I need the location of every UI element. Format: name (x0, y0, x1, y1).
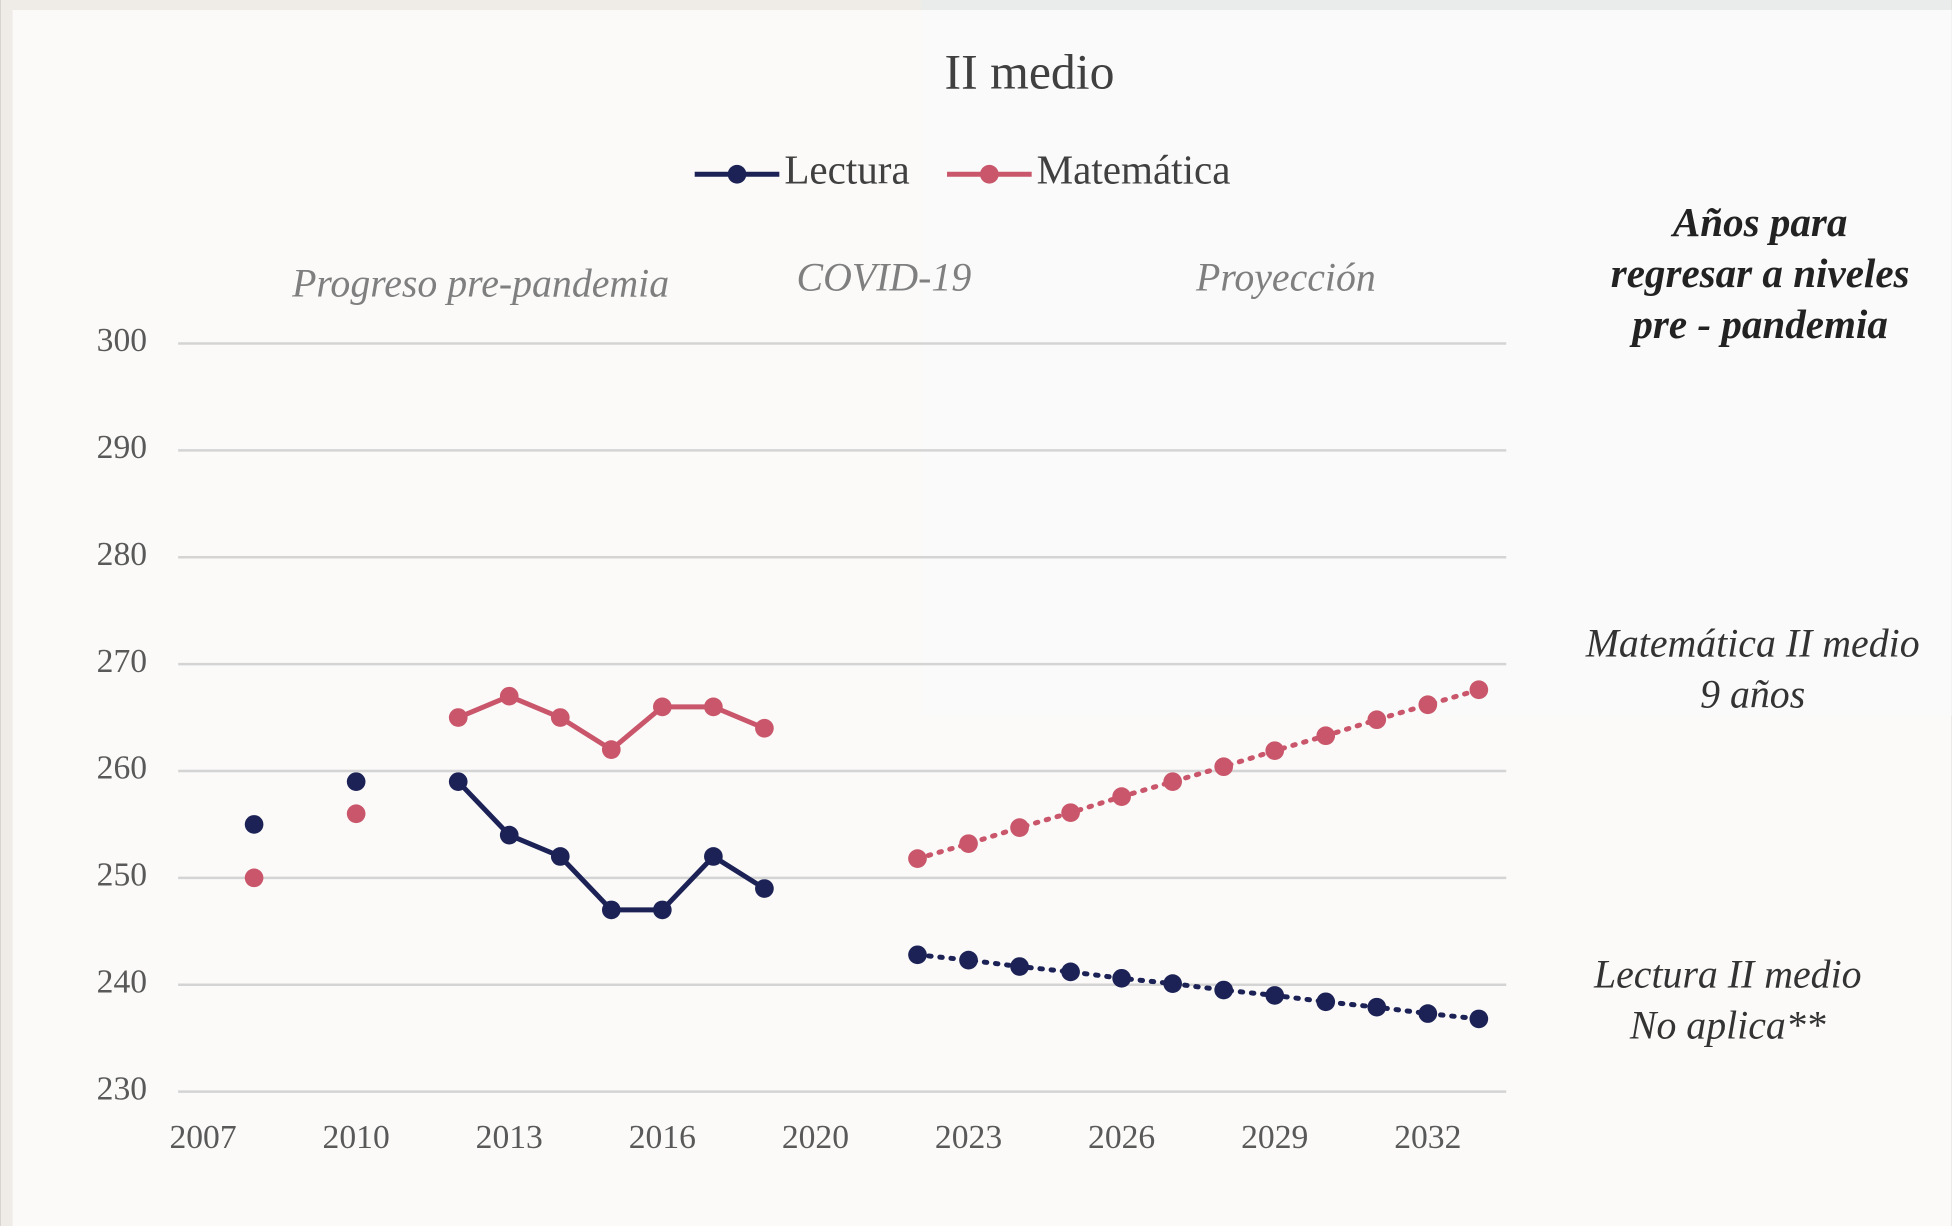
x-tick-label: 2029 (1241, 1119, 1308, 1156)
marker (1367, 998, 1386, 1017)
legend-marker (728, 165, 747, 184)
side-note: Matemática II medio (1585, 621, 1920, 665)
marker (1061, 963, 1080, 982)
marker (1418, 695, 1437, 714)
marker (602, 901, 621, 920)
legend-label: Matemática (1037, 147, 1231, 193)
x-tick-label: 2026 (1088, 1119, 1155, 1156)
marker (755, 879, 774, 898)
marker (1418, 1004, 1437, 1023)
side-title: Años para (1670, 199, 1848, 245)
marker (908, 945, 927, 964)
marker (1112, 787, 1131, 806)
marker (1214, 981, 1233, 1000)
marker (1214, 757, 1233, 776)
marker (347, 772, 366, 791)
marker (551, 847, 570, 866)
period-annotation: COVID-19 (797, 255, 972, 299)
marker (551, 708, 570, 727)
y-tick-label: 260 (97, 750, 147, 787)
side-title: regresar a niveles (1611, 250, 1910, 296)
period-annotation: Proyección (1195, 255, 1376, 299)
side-note: 9 años (1700, 672, 1805, 716)
marker (653, 901, 672, 920)
side-note: Lectura II medio (1593, 952, 1862, 996)
y-tick-label: 250 (97, 857, 147, 894)
marker (704, 698, 723, 717)
marker (602, 740, 621, 759)
marker (959, 834, 978, 853)
chart-title: II medio (945, 45, 1115, 100)
marker (449, 772, 468, 791)
marker (1010, 818, 1029, 837)
marker (1265, 986, 1284, 1005)
marker (1316, 992, 1335, 1011)
chart: II medio 230 240 250 260 270 280 290 300 2007 201… (0, 0, 1952, 1226)
marker (1265, 741, 1284, 760)
legend-label: Lectura (784, 147, 909, 193)
marker (500, 826, 519, 845)
marker (653, 698, 672, 717)
marker (1061, 803, 1080, 822)
x-tick-label: 2013 (476, 1119, 543, 1156)
marker (1163, 772, 1182, 791)
y-tick-label: 270 (97, 643, 147, 680)
marker (959, 951, 978, 970)
marker (908, 849, 927, 868)
y-tick-label: 300 (97, 322, 147, 359)
y-tick-label: 280 (97, 536, 147, 573)
period-annotation: Progreso pre-pandemia (291, 262, 669, 306)
marker (245, 815, 264, 834)
marker (755, 719, 774, 738)
x-tick-label: 2010 (323, 1119, 390, 1156)
y-tick-label: 230 (97, 1070, 147, 1107)
marker (1316, 726, 1335, 745)
x-tick-label: 2007 (169, 1119, 236, 1156)
marker (1163, 974, 1182, 993)
y-tick-label: 290 (97, 429, 147, 466)
marker (1010, 957, 1029, 976)
marker (347, 804, 366, 823)
marker (1470, 680, 1489, 699)
marker (704, 847, 723, 866)
side-title: pre - pandemia (1629, 301, 1887, 347)
x-tick-label: 2016 (629, 1119, 696, 1156)
x-tick-label: 2020 (782, 1119, 849, 1156)
x-tick-label: 2032 (1394, 1119, 1461, 1156)
page: II medio 230 240 250 260 270 280 290 300 2007 201… (0, 0, 1952, 1226)
marker (1112, 969, 1131, 988)
marker (245, 869, 264, 888)
x-tick-label: 2023 (935, 1119, 1002, 1156)
marker (449, 708, 468, 727)
marker (500, 687, 519, 706)
y-tick-label: 240 (97, 963, 147, 1000)
side-note: No aplica** (1629, 1003, 1826, 1047)
marker (1367, 710, 1386, 729)
marker (1470, 1010, 1489, 1029)
legend-marker (980, 165, 999, 184)
